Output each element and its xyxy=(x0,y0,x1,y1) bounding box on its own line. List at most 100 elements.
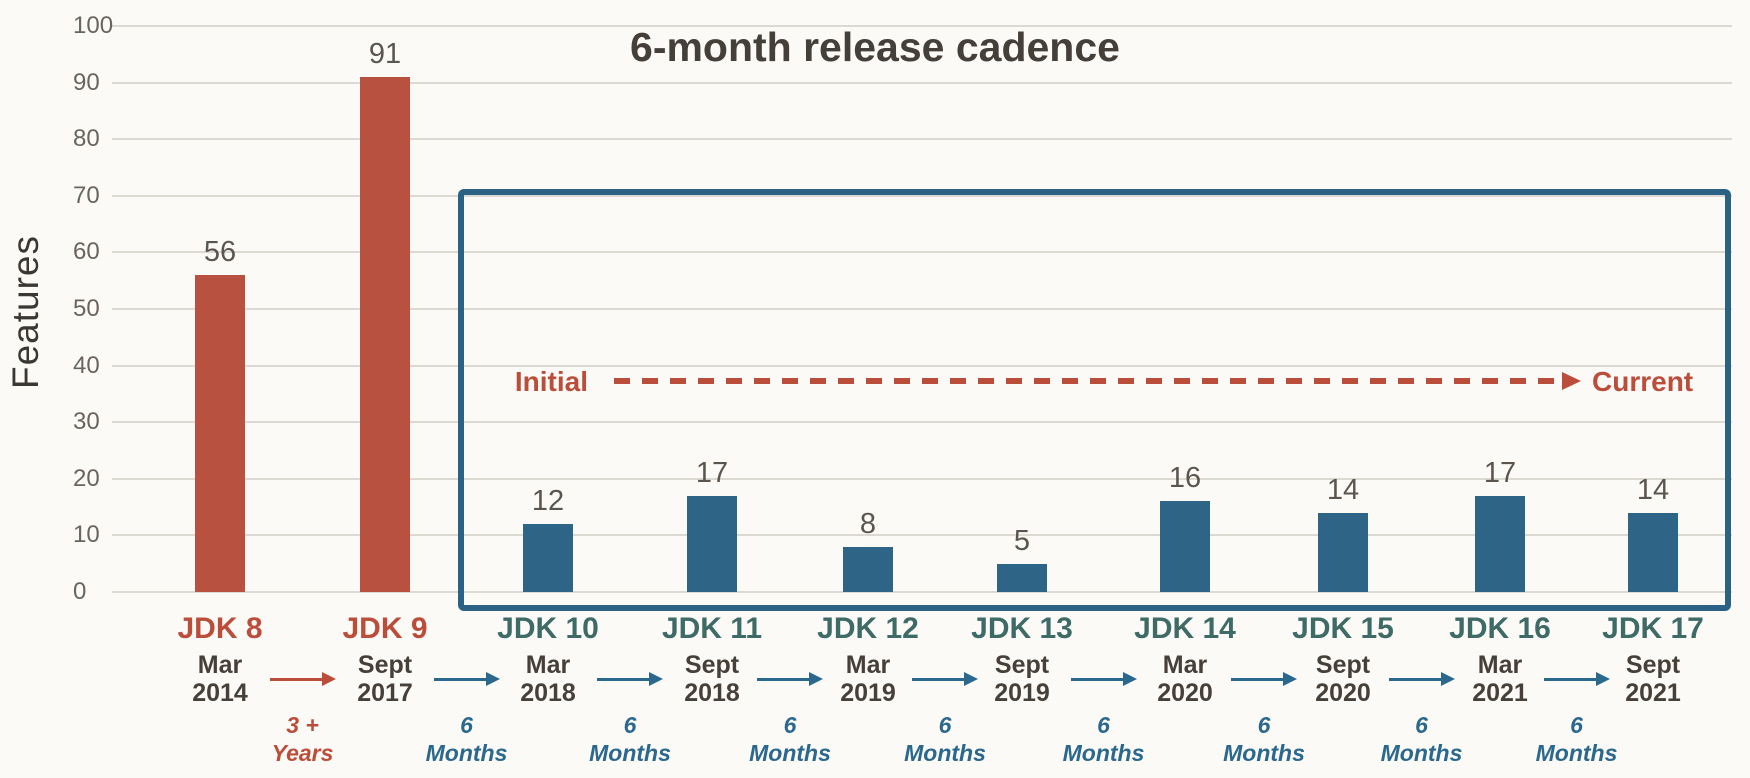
release-date-jdk-16: Mar 2021 xyxy=(1472,651,1528,707)
release-date-jdk-11: Sept 2018 xyxy=(684,651,740,707)
y-tick-label-0: 0 xyxy=(73,578,87,605)
y-tick-label-60: 60 xyxy=(73,238,100,266)
gap-duration-label-5: 6 Months xyxy=(904,712,986,766)
grid-line-40 xyxy=(112,364,1732,367)
gap-arrow-head-icon xyxy=(809,672,823,686)
initial-to-current-dashed-arrow xyxy=(614,378,1566,384)
bar-jdk-15 xyxy=(1318,513,1368,592)
release-date-jdk-14: Mar 2020 xyxy=(1157,651,1213,707)
y-tick-label-40: 40 xyxy=(73,351,100,379)
gap-duration-label-6: 6 Months xyxy=(1062,712,1145,766)
gap-arrow-icon-2 xyxy=(433,672,500,686)
x-label-jdk-11: JDK 11 xyxy=(661,612,763,645)
gap-arrow-line xyxy=(269,678,324,681)
gap-arrow-head-icon xyxy=(1283,672,1297,686)
gap-arrow-line xyxy=(597,678,651,681)
gap-arrow-icon-7 xyxy=(1231,672,1297,686)
y-tick-label-10: 10 xyxy=(73,521,100,549)
release-date-jdk-10: Mar 2018 xyxy=(520,651,576,707)
grid-line-30 xyxy=(112,421,1732,424)
bar-jdk-9 xyxy=(360,77,410,592)
bar-value-jdk-14: 16 xyxy=(1168,462,1202,494)
grid-line-20 xyxy=(112,477,1732,480)
bar-value-jdk-12: 8 xyxy=(859,508,877,540)
gap-arrow-icon-8 xyxy=(1388,672,1455,686)
initial-label: Initial xyxy=(514,366,588,397)
gap-arrow-head-icon xyxy=(1440,672,1455,686)
grid-line-60 xyxy=(112,251,1732,254)
x-label-jdk-9: JDK 9 xyxy=(342,612,428,645)
gap-arrow-line xyxy=(1543,678,1598,681)
gap-arrow-head-icon xyxy=(485,672,500,686)
bar-value-jdk-15: 14 xyxy=(1326,474,1360,506)
grid-line-70 xyxy=(112,194,1732,197)
grid-line-0 xyxy=(112,591,1732,593)
gap-duration-label-4: 6 Months xyxy=(749,712,831,766)
gap-arrow-head-icon xyxy=(1122,672,1137,686)
x-label-jdk-12: JDK 12 xyxy=(817,612,919,645)
bar-value-jdk-17: 14 xyxy=(1636,474,1670,506)
bar-jdk-11 xyxy=(687,496,737,592)
x-label-jdk-16: JDK 16 xyxy=(1449,612,1551,645)
y-tick-label-70: 70 xyxy=(73,181,100,209)
grid-line-10 xyxy=(112,534,1732,537)
x-label-jdk-14: JDK 14 xyxy=(1134,612,1236,645)
release-date-jdk-17: Sept 2021 xyxy=(1625,651,1681,707)
y-tick-label-90: 90 xyxy=(73,68,100,96)
gap-duration-label-3: 6 Months xyxy=(589,712,671,766)
gap-duration-label-1: 3 + Years xyxy=(271,712,334,766)
gap-duration-label-2: 6 Months xyxy=(425,712,508,766)
grid-line-100 xyxy=(112,25,1732,27)
x-label-jdk-10: JDK 10 xyxy=(497,612,599,645)
bar-value-jdk-8: 56 xyxy=(203,236,237,268)
gap-duration-label-8: 6 Months xyxy=(1380,712,1463,766)
y-tick-label-20: 20 xyxy=(73,464,100,492)
bar-jdk-14 xyxy=(1160,501,1210,592)
grid-line-50 xyxy=(112,308,1732,310)
bar-jdk-12 xyxy=(843,547,893,592)
y-tick-label-80: 80 xyxy=(73,125,100,153)
gap-arrow-icon-1 xyxy=(269,672,336,686)
current-label: Current xyxy=(1592,366,1694,397)
grid-line-80 xyxy=(112,138,1732,141)
release-date-jdk-12: Mar 2019 xyxy=(840,651,896,707)
gap-arrow-icon-9 xyxy=(1543,672,1610,686)
y-tick-label-100: 100 xyxy=(73,12,114,39)
gap-arrow-icon-4 xyxy=(757,672,823,686)
dashed-arrow-head-icon xyxy=(1562,372,1581,390)
cadence-box-title: 6-month release cadence xyxy=(630,24,1120,70)
y-axis-title: Features xyxy=(5,234,46,390)
release-date-jdk-15: Sept 2020 xyxy=(1315,651,1371,707)
cadence-box-outline xyxy=(458,189,1731,611)
gap-arrow-line xyxy=(757,678,811,681)
gap-arrow-icon-3 xyxy=(597,672,663,686)
bar-jdk-13 xyxy=(997,564,1047,592)
x-label-jdk-15: JDK 15 xyxy=(1292,612,1394,645)
gap-arrow-line xyxy=(433,678,488,681)
x-label-jdk-17: JDK 17 xyxy=(1602,612,1704,645)
bar-jdk-17 xyxy=(1628,513,1678,592)
x-label-jdk-8: JDK 8 xyxy=(177,612,263,645)
gap-arrow-head-icon xyxy=(964,672,978,686)
gap-duration-label-9: 6 Months xyxy=(1535,712,1618,766)
release-date-jdk-9: Sept 2017 xyxy=(357,651,413,707)
gap-arrow-head-icon xyxy=(649,672,663,686)
bar-value-jdk-16: 17 xyxy=(1483,457,1517,489)
y-tick-label-30: 30 xyxy=(73,408,100,436)
bar-value-jdk-9: 91 xyxy=(368,38,402,70)
bar-value-jdk-13: 5 xyxy=(1013,525,1031,557)
bar-jdk-16 xyxy=(1475,496,1525,592)
y-tick-label-50: 50 xyxy=(73,295,100,322)
grid-line-90 xyxy=(112,81,1732,84)
gap-duration-label-7: 6 Months xyxy=(1223,712,1305,766)
gap-arrow-line xyxy=(912,678,966,681)
release-date-jdk-13: Sept 2019 xyxy=(994,651,1050,707)
gap-arrow-line xyxy=(1070,678,1125,681)
bar-jdk-10 xyxy=(523,524,573,592)
gap-arrow-icon-6 xyxy=(1070,672,1137,686)
gap-arrow-icon-5 xyxy=(912,672,978,686)
gap-arrow-line xyxy=(1231,678,1285,681)
bar-jdk-8 xyxy=(195,275,245,592)
release-date-jdk-8: Mar 2014 xyxy=(192,651,248,707)
